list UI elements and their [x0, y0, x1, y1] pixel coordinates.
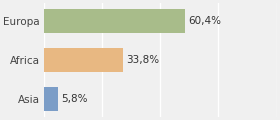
- Text: 60,4%: 60,4%: [188, 16, 221, 26]
- Text: 5,8%: 5,8%: [61, 94, 88, 104]
- Bar: [44, 48, 123, 72]
- Bar: [44, 87, 58, 111]
- Text: 33,8%: 33,8%: [126, 55, 159, 65]
- Bar: [44, 9, 185, 33]
